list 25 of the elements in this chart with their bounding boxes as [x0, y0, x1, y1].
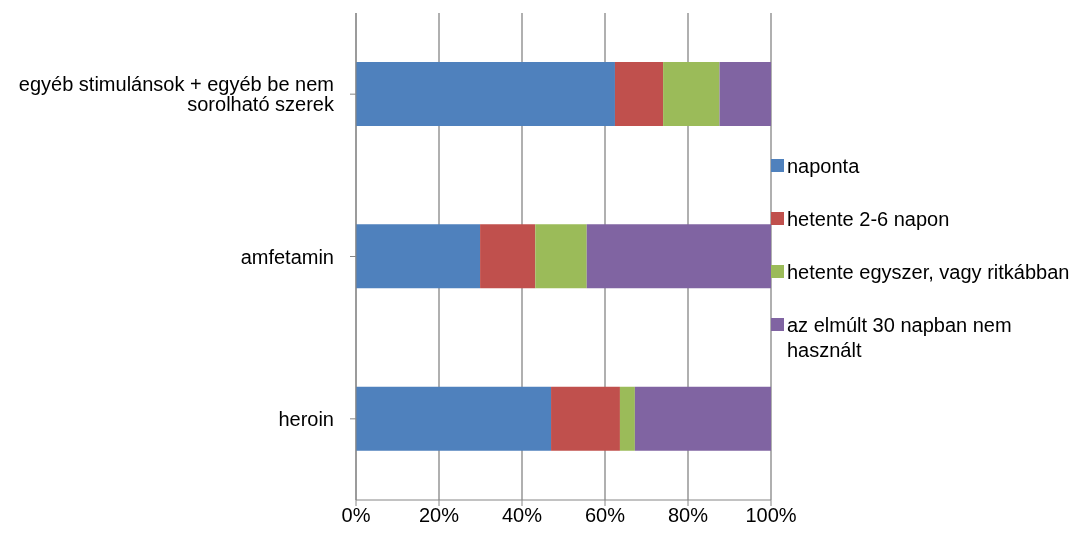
x-tick-label: 0%	[341, 504, 371, 527]
bar	[356, 386, 552, 451]
bar	[551, 386, 620, 451]
legend-label: naponta	[787, 153, 860, 179]
x-tick-label: 80%	[667, 504, 709, 527]
bar	[619, 386, 635, 451]
bar	[586, 224, 771, 289]
bar	[614, 62, 664, 126]
bar	[719, 62, 771, 126]
y-tick-label: egyéb stimulánsok + egyéb be nem sorolható szerek	[18, 73, 335, 116]
x-tick-label: 20%	[418, 504, 460, 527]
bar	[480, 224, 536, 289]
bar	[356, 62, 615, 126]
legend-label: hetente egyszer, vagy ritkábban	[787, 259, 1070, 285]
bar	[634, 386, 771, 451]
y-tick-label: heroin	[278, 407, 334, 430]
legend-label: hetente 2-6 napon	[787, 206, 950, 232]
bar	[356, 224, 481, 289]
legend-label: az elmúlt 30 napban nem használt	[787, 312, 1013, 363]
y-tick-label: amfetamin	[240, 245, 334, 268]
bar	[535, 224, 587, 289]
x-tick-label: 100%	[745, 504, 797, 527]
x-tick-label: 60%	[584, 504, 626, 527]
x-tick-label: 40%	[501, 504, 543, 527]
bar	[663, 62, 720, 126]
